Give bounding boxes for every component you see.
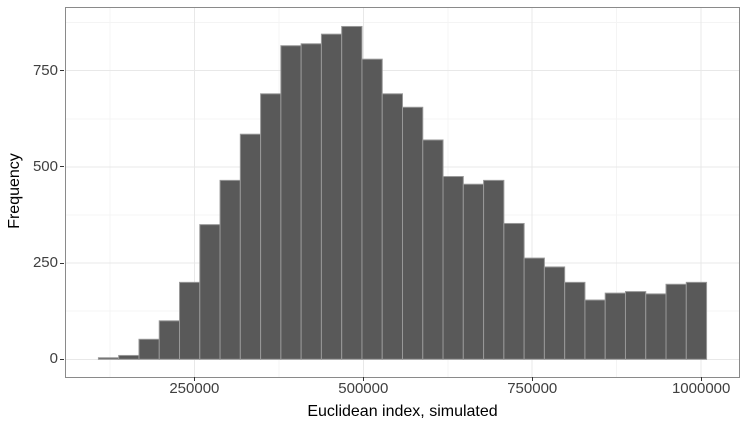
y-tick-label: 250 <box>32 254 58 272</box>
histogram-bar <box>199 224 221 360</box>
histogram-bar <box>300 43 322 360</box>
x-tick-label: 1000000 <box>671 380 731 397</box>
histogram-bar <box>503 222 525 360</box>
x-tick-mark <box>193 377 195 381</box>
histogram-bar <box>239 133 262 360</box>
histogram-bar <box>523 257 545 360</box>
histogram-bar <box>280 45 302 360</box>
x-tick-mark <box>362 377 364 381</box>
histogram-bar <box>422 139 444 360</box>
histogram-bar <box>260 93 282 360</box>
histogram-bar <box>483 179 505 360</box>
y-tick-mark <box>60 70 64 72</box>
x-tick-label: 250000 <box>169 380 220 397</box>
x-tick-mark <box>700 377 702 381</box>
histogram-bar <box>320 33 343 360</box>
histogram-bar <box>402 106 424 360</box>
histogram-bar <box>543 266 566 360</box>
y-tick-mark <box>60 262 64 264</box>
histogram-bar <box>381 93 404 360</box>
x-tick-label: 500000 <box>338 380 389 397</box>
x-tick-label: 750000 <box>507 380 558 397</box>
histogram-bar <box>584 299 606 360</box>
histogram-bar <box>604 292 626 360</box>
histogram-bar <box>685 281 708 360</box>
histogram-bar <box>564 281 586 360</box>
histogram-bar <box>624 291 647 360</box>
histogram-bar <box>179 281 201 360</box>
x-axis-title: Euclidean index, simulated <box>307 403 498 420</box>
y-tick-label: 500 <box>32 157 58 175</box>
histogram-bar <box>219 179 241 360</box>
histogram-bar <box>341 25 363 360</box>
y-tick-mark <box>60 358 64 360</box>
plot-canvas <box>66 8 739 377</box>
x-tick-mark <box>531 377 533 381</box>
y-tick-mark <box>60 166 64 168</box>
histogram-bar <box>158 320 181 360</box>
histogram-bar <box>645 293 667 360</box>
y-tick-label: 750 <box>32 61 58 79</box>
histogram-bar <box>118 354 140 360</box>
histogram-bar <box>97 357 120 360</box>
histogram-bar <box>462 183 485 360</box>
plot-panel <box>65 7 740 378</box>
histogram-bar <box>361 58 383 360</box>
histogram-bar <box>665 283 687 360</box>
y-tick-label: 0 <box>49 350 58 368</box>
histogram-bar <box>138 338 160 360</box>
histogram-bar <box>442 176 464 360</box>
